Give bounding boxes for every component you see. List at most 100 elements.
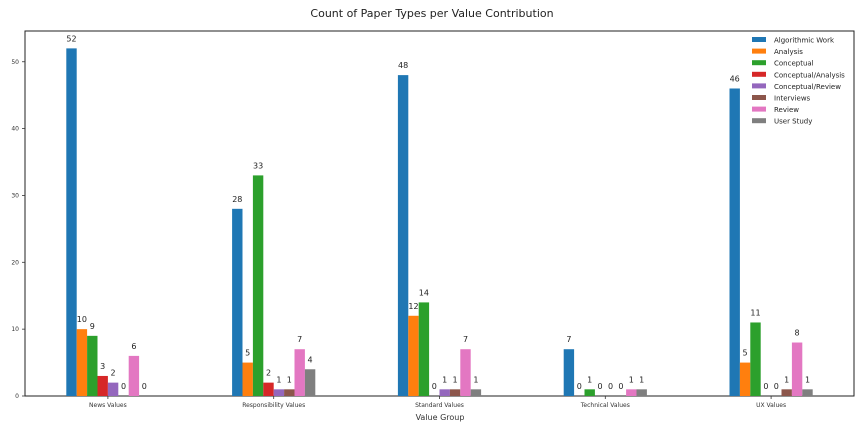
legend-label: Conceptual/Analysis	[774, 71, 845, 79]
bar-user-study-ux-values	[802, 389, 813, 396]
y-tick-label: 10	[11, 326, 19, 333]
bar-analysis-news-values	[76, 329, 88, 396]
bar-conceptual-review-news-values	[107, 382, 119, 396]
data-label: 1	[784, 375, 789, 384]
y-tick-label: 40	[11, 126, 19, 133]
data-label: 0	[432, 382, 437, 391]
bar-conceptual-standard-values	[418, 302, 430, 396]
data-label: 0	[121, 382, 126, 391]
legend-label: Conceptual/Review	[774, 83, 841, 91]
bar-analysis-ux-values	[739, 362, 751, 396]
bar-interviews-responsibility-values	[284, 389, 295, 396]
legend-swatch	[752, 48, 766, 54]
data-label: 0	[763, 382, 768, 391]
bar-conceptual-responsibility-values	[252, 175, 264, 396]
x-tick-label: Responsibility Values	[242, 402, 305, 409]
legend-label: Analysis	[774, 48, 803, 56]
bar-review-standard-values	[460, 349, 471, 396]
data-label: 52	[66, 34, 76, 43]
data-label: 14	[419, 288, 429, 297]
bar-review-ux-values	[791, 342, 803, 396]
data-label: 1	[453, 375, 458, 384]
bar-conceptual-review-standard-values	[439, 389, 450, 396]
bar-conceptual-news-values	[87, 335, 98, 396]
data-label: 1	[442, 375, 447, 384]
data-label: 0	[774, 382, 779, 391]
data-label: 28	[232, 195, 242, 204]
y-tick-label: 20	[11, 259, 19, 266]
bar-conceptual-review-responsibility-values	[273, 389, 285, 396]
data-label: 1	[639, 375, 644, 384]
y-tick-label: 30	[11, 192, 19, 199]
x-tick-label: UX Values	[756, 402, 786, 409]
legend: Algorithmic Work Analysis Conceptual Concep…	[752, 37, 845, 126]
data-label: 6	[131, 342, 136, 351]
bars-group	[66, 48, 813, 397]
x-axis: News Values Responsibility Values Standard…	[89, 396, 786, 409]
bar-conceptual-ux-values	[750, 322, 761, 396]
bar-user-study-standard-values	[470, 389, 482, 396]
bar-interviews-standard-values	[449, 389, 461, 396]
data-label: 10	[77, 315, 87, 324]
legend-swatch	[752, 71, 766, 77]
legend-label: Review	[774, 106, 799, 114]
data-label: 0	[598, 382, 603, 391]
legend-swatch	[752, 106, 766, 112]
x-tick-label: Technical Values	[580, 402, 630, 409]
data-label: 1	[287, 375, 292, 384]
legend-swatch	[752, 95, 766, 100]
data-label: 7	[297, 335, 302, 344]
legend-label: Algorithmic Work	[774, 37, 835, 45]
bar-algorithmic-work-technical-values	[563, 349, 575, 396]
legend-label: Interviews	[774, 95, 811, 103]
data-label: 4	[308, 355, 313, 364]
legend-label: Conceptual	[774, 60, 814, 68]
data-label: 0	[142, 382, 147, 391]
data-label: 0	[577, 382, 582, 391]
bar-review-technical-values	[626, 389, 637, 396]
data-label: 12	[408, 302, 418, 311]
data-label: 8	[795, 329, 800, 338]
data-label: 2	[266, 369, 271, 378]
x-axis-title: Value Group	[416, 413, 465, 422]
legend-label: User Study	[774, 118, 812, 126]
data-label: 2	[111, 369, 116, 378]
legend-swatch	[752, 37, 766, 42]
data-label: 1	[473, 375, 478, 384]
data-label: 46	[730, 74, 740, 83]
data-label: 48	[398, 61, 408, 70]
legend-swatch	[752, 60, 766, 66]
data-label: 33	[253, 161, 263, 170]
data-label: 9	[90, 322, 95, 331]
bar-conceptual-analysis-news-values	[97, 375, 108, 396]
data-label: 7	[463, 335, 468, 344]
x-tick-label: News Values	[89, 402, 127, 409]
y-tick-label: 50	[11, 59, 19, 66]
data-label: 1	[276, 375, 281, 384]
bar-algorithmic-work-ux-values	[729, 88, 740, 397]
bar-algorithmic-work-news-values	[66, 48, 77, 396]
legend-swatch	[752, 83, 766, 89]
chart-title: Count of Paper Types per Value Contribut…	[310, 7, 553, 20]
data-label: 5	[743, 349, 748, 358]
data-label: 1	[805, 375, 810, 384]
data-label: 1	[629, 375, 634, 384]
data-label: 7	[566, 335, 571, 344]
bar-review-news-values	[128, 355, 140, 396]
data-label: 11	[750, 308, 760, 317]
y-axis: 0 10 20 30 40 50	[11, 59, 25, 400]
bar-interviews-ux-values	[781, 389, 792, 396]
data-label: 0	[608, 382, 613, 391]
bar-user-study-responsibility-values	[304, 369, 316, 396]
bar-algorithmic-work-responsibility-values	[232, 208, 243, 396]
y-tick-label: 0	[15, 393, 19, 400]
data-label: 0	[618, 382, 623, 391]
bar-user-study-technical-values	[636, 389, 647, 396]
bar-conceptual-technical-values	[584, 389, 595, 396]
bar-algorithmic-work-standard-values	[397, 75, 409, 397]
bar-analysis-standard-values	[408, 315, 419, 396]
bar-conceptual-analysis-responsibility-values	[263, 382, 274, 396]
bar-review-responsibility-values	[294, 349, 305, 396]
